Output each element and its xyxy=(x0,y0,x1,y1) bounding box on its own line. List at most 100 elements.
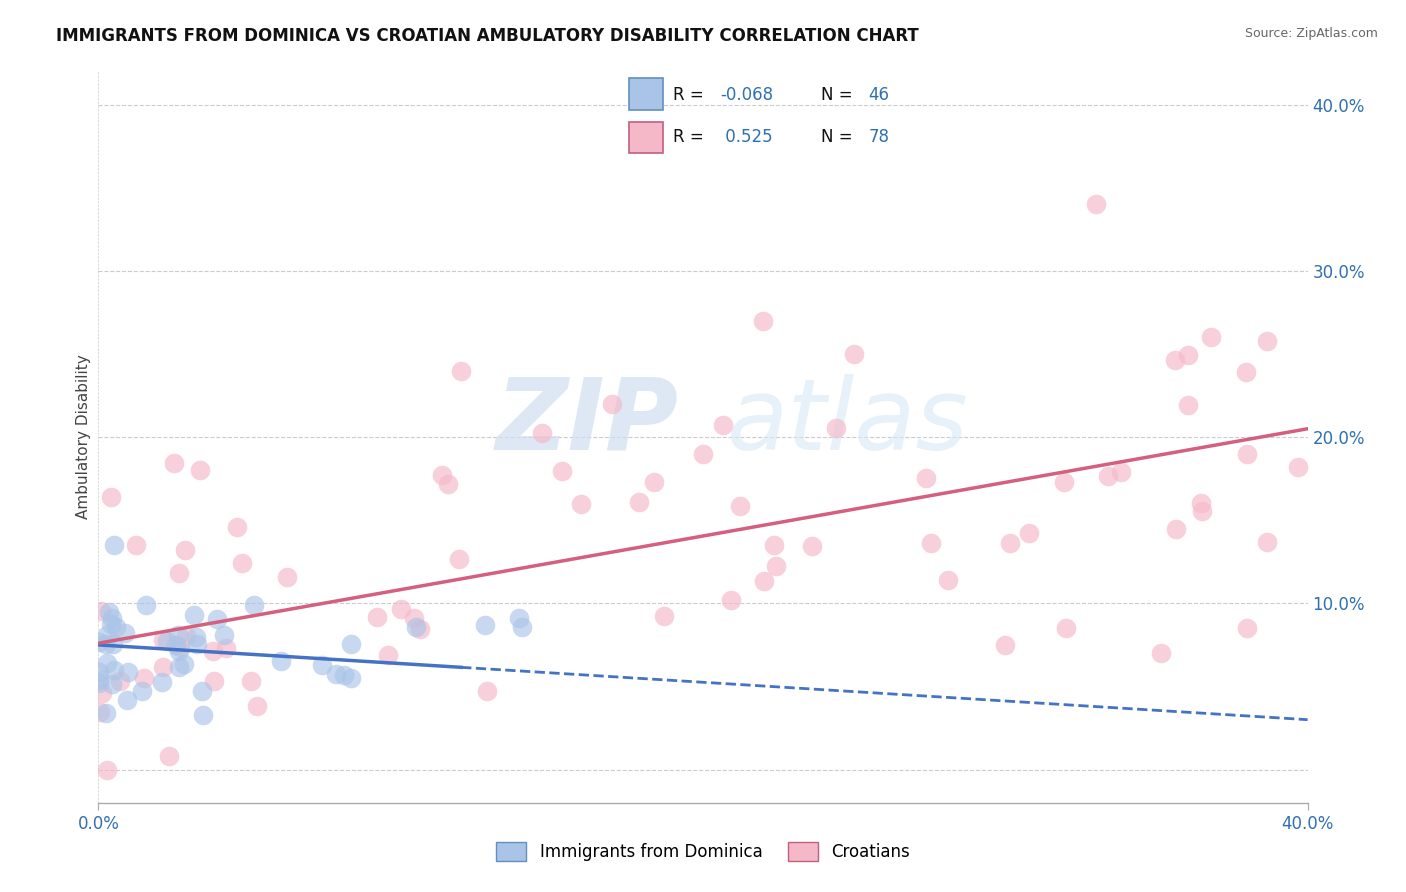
Text: 78: 78 xyxy=(869,128,890,146)
Point xyxy=(276,570,298,584)
Point xyxy=(167,566,190,580)
Point xyxy=(643,475,665,489)
Point xyxy=(165,638,187,652)
Point xyxy=(163,457,186,471)
Point xyxy=(510,620,533,634)
Point xyxy=(150,675,173,690)
Point xyxy=(157,749,180,764)
Text: R =: R = xyxy=(672,86,703,103)
Point xyxy=(100,616,122,631)
Point xyxy=(90,604,112,618)
Point xyxy=(405,619,427,633)
Point xyxy=(1177,398,1199,412)
Text: IMMIGRANTS FROM DOMINICA VS CROATIAN AMBULATORY DISABILITY CORRELATION CHART: IMMIGRANTS FROM DOMINICA VS CROATIAN AMB… xyxy=(56,27,920,45)
Point xyxy=(1256,534,1278,549)
Point xyxy=(602,397,624,411)
Point xyxy=(430,467,453,482)
Point xyxy=(87,635,110,649)
Point xyxy=(1199,330,1222,344)
Point xyxy=(101,611,124,625)
Point xyxy=(183,607,205,622)
Point xyxy=(475,684,498,698)
Point xyxy=(174,629,197,643)
Point xyxy=(409,622,432,636)
Point xyxy=(627,495,650,509)
Point xyxy=(101,637,124,651)
Text: atlas: atlas xyxy=(727,374,969,471)
Point xyxy=(205,612,228,626)
Text: 0.525: 0.525 xyxy=(720,128,772,146)
Point xyxy=(89,673,111,687)
Point xyxy=(311,657,333,672)
Point xyxy=(103,538,125,552)
Point xyxy=(156,633,179,648)
Point xyxy=(1018,525,1040,540)
Point xyxy=(174,542,197,557)
Point xyxy=(188,463,211,477)
Point xyxy=(325,667,347,681)
Point xyxy=(110,674,132,689)
Point xyxy=(692,447,714,461)
Point xyxy=(402,611,425,625)
Y-axis label: Ambulatory Disability: Ambulatory Disability xyxy=(76,355,91,519)
Text: R =: R = xyxy=(672,128,703,146)
Point xyxy=(333,668,356,682)
Point xyxy=(132,671,155,685)
Point xyxy=(1085,197,1108,211)
FancyBboxPatch shape xyxy=(628,78,662,110)
Point xyxy=(450,363,472,377)
Point xyxy=(752,314,775,328)
Point xyxy=(96,657,118,671)
Point xyxy=(1109,465,1132,479)
Point xyxy=(152,632,174,647)
Point xyxy=(98,605,121,619)
Point xyxy=(1256,334,1278,349)
Point xyxy=(1053,475,1076,489)
Point xyxy=(117,665,139,679)
Text: N =: N = xyxy=(821,86,852,103)
Point xyxy=(201,644,224,658)
Point xyxy=(167,643,190,657)
Text: 46: 46 xyxy=(869,86,890,103)
Point xyxy=(104,620,127,634)
Point xyxy=(728,500,751,514)
Point xyxy=(711,418,734,433)
Point xyxy=(550,464,572,478)
Point xyxy=(124,538,146,552)
Point xyxy=(998,536,1021,550)
Text: -0.068: -0.068 xyxy=(720,86,773,103)
Text: ZIP: ZIP xyxy=(496,374,679,471)
Point xyxy=(938,573,960,587)
Point xyxy=(115,692,138,706)
Point xyxy=(1236,621,1258,635)
Point xyxy=(389,601,412,615)
Point xyxy=(1286,460,1309,475)
Point xyxy=(96,628,118,642)
Point xyxy=(1097,468,1119,483)
Point xyxy=(752,574,775,589)
Point xyxy=(191,684,214,698)
Point xyxy=(202,673,225,688)
Text: N =: N = xyxy=(821,128,852,146)
Point xyxy=(825,421,848,435)
Point xyxy=(103,663,125,677)
Point xyxy=(215,641,238,656)
Point xyxy=(135,598,157,612)
Point xyxy=(801,539,824,553)
FancyBboxPatch shape xyxy=(628,122,662,153)
Point xyxy=(339,671,361,685)
Point xyxy=(915,470,938,484)
Point xyxy=(1234,365,1257,379)
Point xyxy=(720,593,742,607)
Point xyxy=(366,609,388,624)
Point xyxy=(1177,348,1199,362)
Point xyxy=(91,686,114,700)
Point xyxy=(1164,522,1187,536)
Point xyxy=(270,654,292,668)
Point xyxy=(226,520,249,534)
Point xyxy=(240,674,263,689)
Point xyxy=(844,347,866,361)
Point xyxy=(191,708,214,723)
Point xyxy=(508,611,530,625)
Point xyxy=(449,552,471,566)
